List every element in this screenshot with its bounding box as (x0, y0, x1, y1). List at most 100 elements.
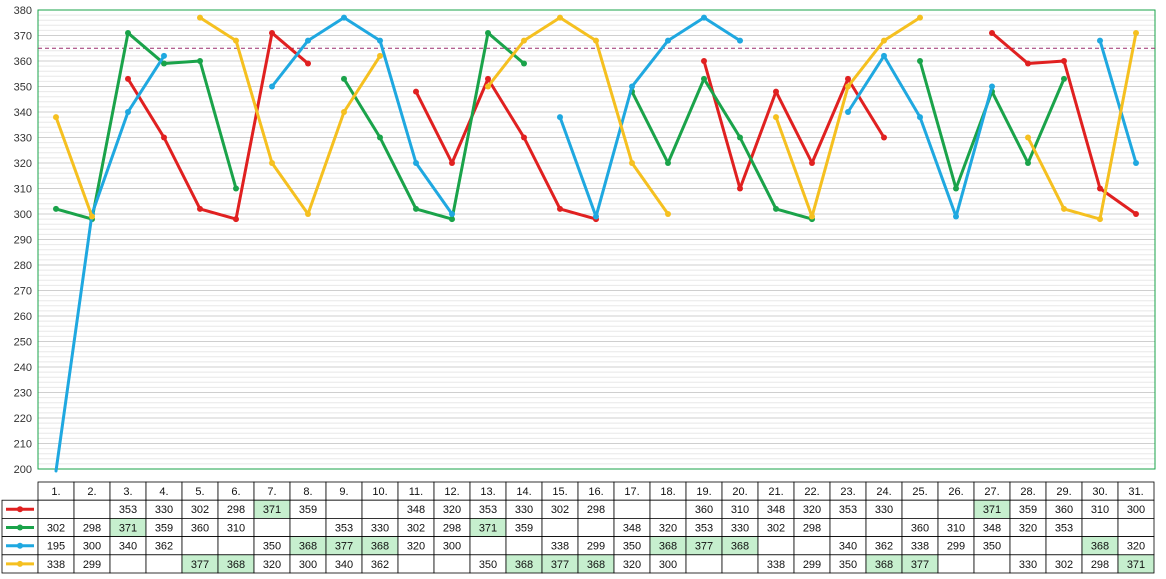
table-cell-value: 350 (263, 541, 281, 553)
data-point (917, 58, 923, 64)
table-cell (37, 499, 75, 519)
table-cell-value: 368 (587, 559, 605, 571)
data-point (161, 52, 167, 59)
series-segment (558, 115, 598, 219)
table-cell-value: 300 (1127, 504, 1145, 516)
y-tick-label: 370 (14, 31, 32, 43)
data-point (1133, 211, 1139, 217)
day-label: 27. (984, 486, 999, 498)
data-point (1061, 75, 1067, 82)
day-label: 2. (87, 486, 96, 498)
series-segment (918, 115, 958, 219)
data-point (593, 37, 599, 44)
series-segment (558, 16, 598, 43)
data-point (521, 60, 527, 67)
table-cell-value: 368 (227, 559, 245, 571)
data-point (305, 211, 311, 217)
table-cell (1081, 518, 1119, 538)
series-segment (630, 39, 670, 88)
series-segment (342, 54, 382, 114)
series-segment (774, 90, 814, 165)
table-cell (289, 518, 327, 538)
table-cell-value: 298 (803, 522, 821, 534)
series-segment (990, 31, 1030, 66)
day-label: 15. (552, 486, 567, 498)
data-point (557, 14, 563, 21)
data-point (665, 37, 671, 44)
table-cell-value: 330 (731, 522, 749, 534)
series-segment (162, 136, 202, 211)
table-cell-value: 348 (407, 504, 425, 516)
series-segment (702, 77, 742, 139)
table-cell-value: 360 (911, 522, 929, 534)
table-cell-value: 353 (839, 504, 857, 516)
table-cell-value: 298 (83, 522, 101, 534)
day-label: 26. (948, 486, 963, 498)
day-label: 1. (51, 486, 60, 498)
data-point (881, 37, 887, 44)
table-cell (649, 499, 687, 519)
series-segment (918, 59, 958, 190)
series-segment (954, 85, 994, 219)
table-cell-value: 310 (1091, 504, 1109, 516)
table-cell-value: 299 (83, 559, 101, 571)
series-segment (846, 39, 886, 88)
table-cell-value: 302 (191, 504, 209, 516)
table-cell-value: 353 (335, 522, 353, 534)
series-segment (1062, 59, 1102, 190)
y-tick-label: 270 (14, 286, 32, 298)
data-point (1025, 60, 1031, 67)
y-tick-label: 330 (14, 133, 32, 145)
y-tick-label: 210 (14, 439, 32, 451)
table-cell-value: 359 (155, 522, 173, 534)
table-cell-value: 298 (1091, 559, 1109, 571)
data-point (1097, 185, 1103, 192)
data-point (953, 213, 959, 220)
table-cell-value: 299 (587, 541, 605, 553)
series-segment (594, 39, 634, 165)
table-cell (181, 536, 219, 556)
series-segment (558, 207, 598, 221)
data-point (485, 75, 491, 82)
table-cell-value: 353 (1055, 522, 1073, 534)
table-cell-value: 320 (1127, 541, 1145, 553)
table-cell (793, 536, 831, 556)
data-point (305, 60, 311, 67)
series-1 (125, 29, 1139, 223)
series-segment (1098, 39, 1138, 165)
series-segment (1026, 59, 1066, 66)
data-point (377, 134, 383, 141)
day-label: 16. (588, 486, 603, 498)
table-cell-value: 359 (1019, 504, 1037, 516)
table-cell-value: 338 (551, 541, 569, 553)
table-cell (973, 554, 1011, 574)
table-cell (361, 499, 399, 519)
series-segment (270, 39, 310, 88)
data-point (125, 109, 131, 115)
series-segment (1026, 136, 1066, 211)
table-cell-value: 368 (875, 559, 893, 571)
table-cell-value: 299 (947, 541, 965, 553)
day-label: 31. (1128, 486, 1143, 498)
day-label: 6. (231, 486, 240, 498)
data-point (521, 37, 527, 44)
series-segment (738, 90, 778, 190)
table-cell (685, 554, 723, 574)
series-segment (198, 59, 238, 190)
table-cell-value: 330 (515, 504, 533, 516)
day-label: 4. (159, 486, 168, 498)
series-segment (702, 59, 742, 190)
day-label: 5. (195, 486, 204, 498)
table-cell-value: 330 (875, 504, 893, 516)
table-cell-value: 368 (731, 541, 749, 553)
series-segment (882, 54, 922, 119)
data-point (197, 58, 203, 64)
series-segment (702, 16, 742, 43)
series-segment (846, 54, 886, 114)
table-cell (865, 518, 903, 538)
day-label: 25. (912, 486, 927, 498)
y-tick-label: 240 (14, 362, 32, 374)
table-cell-value: 353 (695, 522, 713, 534)
y-tick-label: 220 (14, 413, 32, 425)
